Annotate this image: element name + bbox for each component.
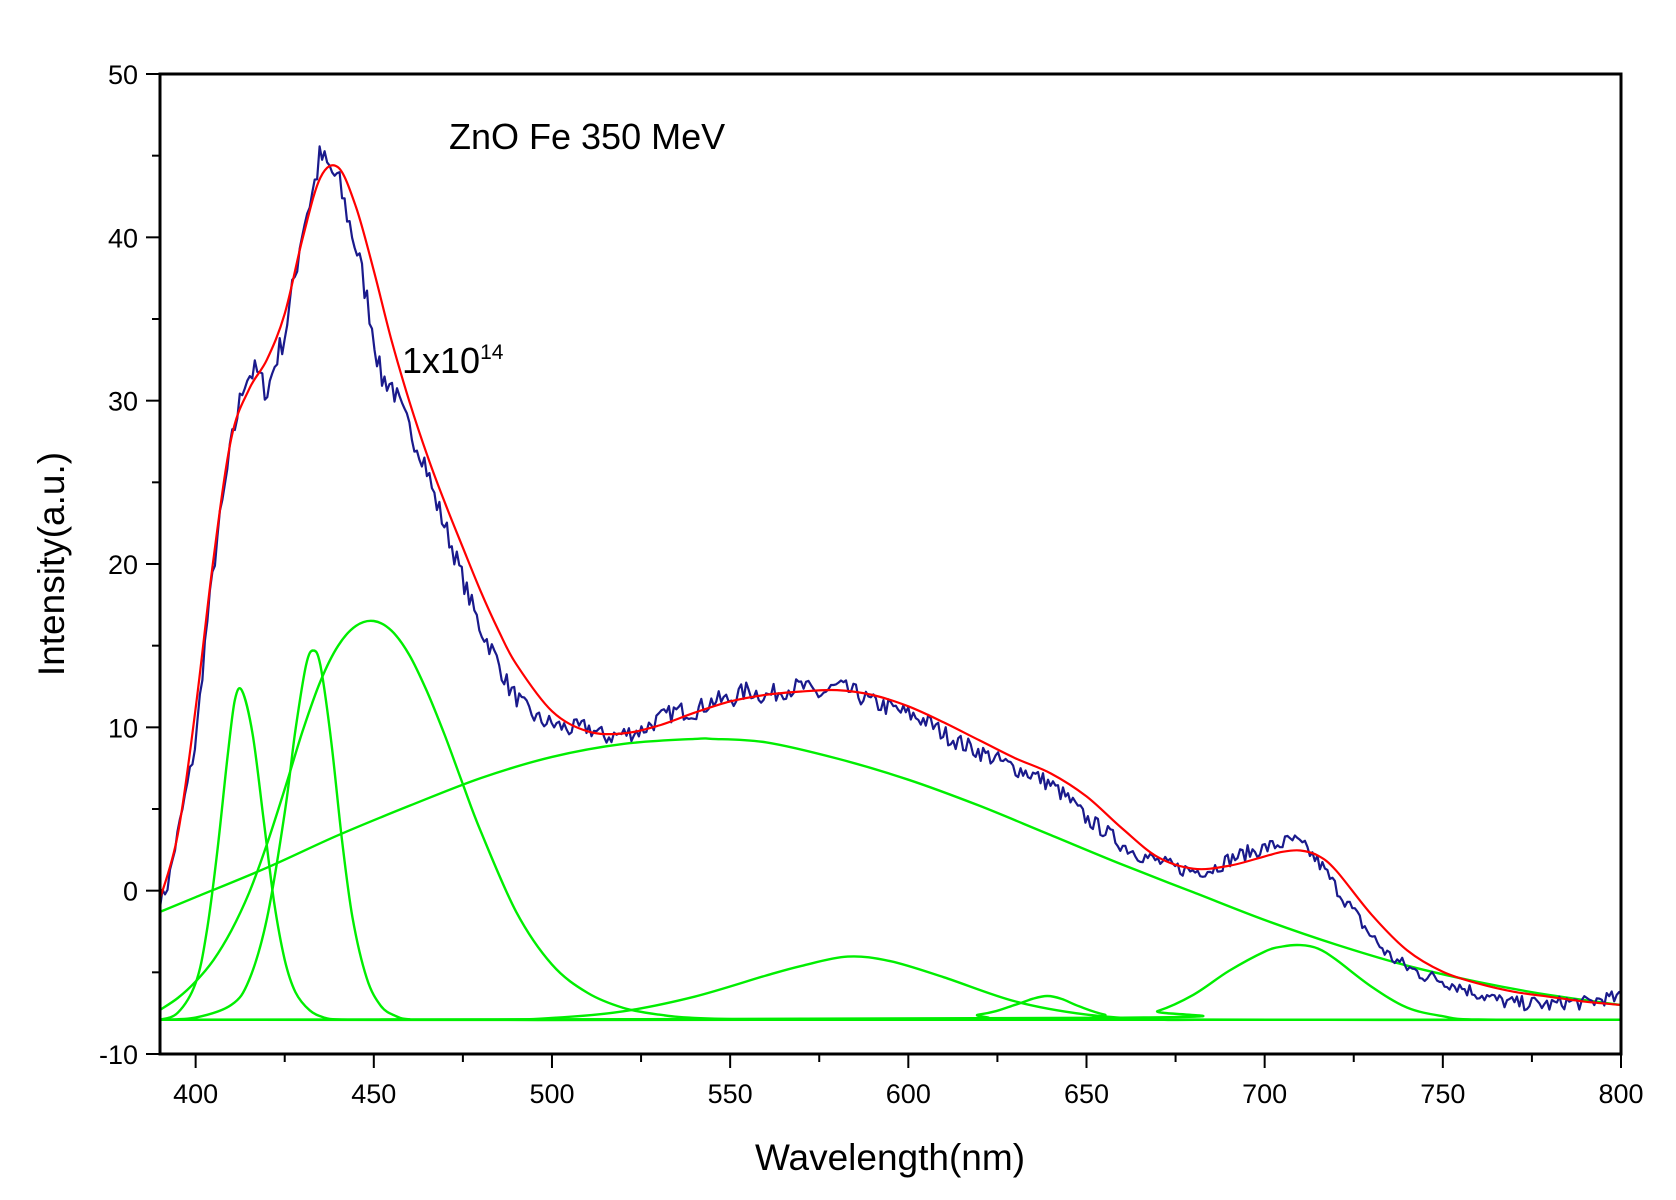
x-axis-title: Wavelength(nm) bbox=[755, 1137, 1025, 1178]
x-tick-label: 650 bbox=[1064, 1079, 1109, 1109]
annotation-sample-label: ZnO Fe 350 MeV bbox=[449, 116, 725, 157]
x-tick-label: 700 bbox=[1242, 1079, 1287, 1109]
y-tick-label: 50 bbox=[108, 60, 138, 90]
x-tick-label: 400 bbox=[173, 1079, 218, 1109]
x-tick-label: 500 bbox=[529, 1079, 574, 1109]
x-tick-label: 550 bbox=[708, 1079, 753, 1109]
series-group bbox=[158, 145, 1623, 1022]
series-line-peak-7 bbox=[158, 943, 1623, 1022]
annotation-fluence-label: 1x1014 bbox=[402, 340, 504, 381]
annotation-fluence-exponent: 14 bbox=[480, 341, 504, 364]
tick-labels-group: 400 450 500 550 600 650 700 750 800 -10 0 10 20 30 40 5… bbox=[99, 60, 1644, 1109]
x-tick-label: 450 bbox=[351, 1079, 396, 1109]
y-tick-label: 20 bbox=[108, 550, 138, 580]
x-tick-label: 800 bbox=[1598, 1079, 1643, 1109]
series-line-peak-6 bbox=[158, 994, 1623, 1022]
y-axis-title: Intensity(a.u.) bbox=[31, 452, 72, 676]
y-tick-label: -10 bbox=[99, 1040, 138, 1070]
x-tick-label: 750 bbox=[1420, 1079, 1465, 1109]
y-tick-label: 0 bbox=[123, 877, 138, 907]
ticks-group bbox=[146, 73, 1622, 1068]
y-tick-label: 10 bbox=[108, 713, 138, 743]
series-line-peak-4 bbox=[158, 737, 1623, 1007]
annotation-fluence-base: 1x10 bbox=[402, 340, 480, 381]
x-tick-label: 600 bbox=[886, 1079, 931, 1109]
y-tick-label: 40 bbox=[108, 223, 138, 253]
y-tick-label: 30 bbox=[108, 387, 138, 417]
series-line-fit bbox=[158, 164, 1623, 1007]
